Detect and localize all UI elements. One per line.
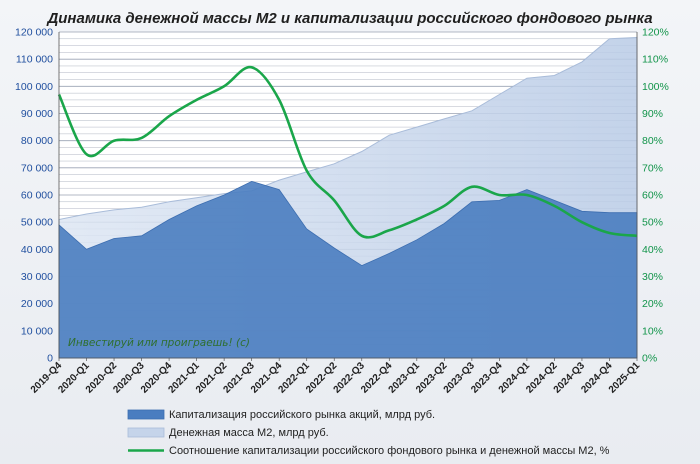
y-left-tick-label: 80 000 <box>21 135 53 147</box>
y-left-tick-label: 50 000 <box>21 217 53 229</box>
legend-item-ratio: Соотношение капитализации российского фо… <box>128 445 610 457</box>
y-right-tick-label: 50% <box>642 217 663 229</box>
legend-label: Соотношение капитализации российского фо… <box>169 445 610 457</box>
legend-label: Денежная масса М2, млрд руб. <box>169 427 329 439</box>
legend-swatch <box>127 409 165 420</box>
y-left-tick-label: 40 000 <box>21 244 53 256</box>
x-tick-label: 2025-Q1 <box>607 360 643 396</box>
y-right-tick-label: 90% <box>642 108 663 120</box>
y-right-tick-label: 120% <box>642 27 669 39</box>
y-left-tick-label: 90 000 <box>21 108 53 120</box>
legend-swatch <box>127 427 165 438</box>
area-layer <box>58 36 638 359</box>
y-left-tick-label: 60 000 <box>21 190 53 202</box>
legend-item-capitalization: Капитализация российского рынка акций, м… <box>127 409 435 421</box>
annotation-text: Инвестируй или проиграешь! (с) <box>68 337 250 349</box>
y-right-tick-label: 20% <box>642 298 663 310</box>
y-left-tick-label: 110 000 <box>16 54 53 66</box>
y-right-tick-label: 80% <box>642 135 663 147</box>
y-right-tick-label: 70% <box>642 162 663 174</box>
y-right-tick-label: 10% <box>642 325 663 337</box>
y-left-tick-label: 10 000 <box>21 325 53 337</box>
y-right-tick-label: 40% <box>642 244 663 256</box>
line-ratio <box>57 65 638 239</box>
chart-title: Динамика денежной массы М2 и капитализац… <box>45 10 652 27</box>
y-right-tick-label: 0% <box>642 353 657 365</box>
y-left-tick-label: 0 <box>47 353 53 365</box>
y-left-tick-label: 20 000 <box>21 298 53 310</box>
legend-label: Капитализация российского рынка акций, м… <box>169 409 435 421</box>
legend-item-m2: Денежная масса М2, млрд руб. <box>127 427 329 439</box>
y-left-tick-label: 100 000 <box>15 81 53 93</box>
area-capitalization <box>58 180 638 359</box>
y-left-tick-label: 30 000 <box>21 271 53 283</box>
y-left-tick-label: 120 000 <box>15 27 53 39</box>
legend: Капитализация российского рынка акций, м… <box>127 409 610 457</box>
y-right-tick-label: 110% <box>642 54 668 66</box>
y-right-tick-label: 30% <box>642 271 663 283</box>
y-left-tick-label: 70 000 <box>21 162 53 174</box>
y-right-tick-label: 60% <box>642 190 663 202</box>
y-right-tick-label: 100% <box>642 81 669 93</box>
line-layer <box>57 65 638 239</box>
